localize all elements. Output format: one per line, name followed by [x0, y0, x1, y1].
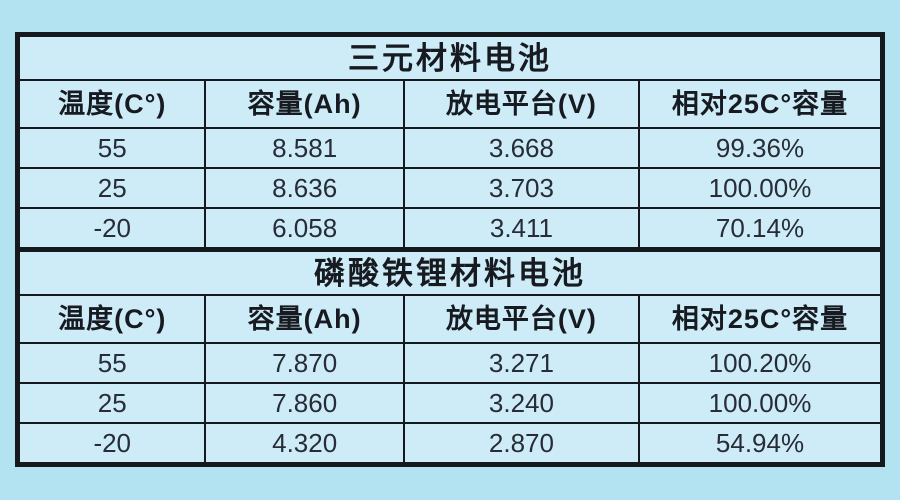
column-header-relative-capacity-2: 相对25C°容量	[640, 296, 880, 342]
column-header-discharge-platform-1: 放电平台(V)	[404, 81, 639, 127]
column-header-temperature-2: 温度(C°)	[20, 296, 205, 342]
table-cell-lfp-minus20-capacity: 4.320	[206, 424, 403, 462]
table-cell-lfp-55-temp: 55	[20, 344, 205, 382]
table-cell-ternary-55-relative: 99.36%	[640, 129, 880, 167]
table-cell-lfp-minus20-platform: 2.870	[404, 424, 639, 462]
table-grid: 三元材料电池 温度(C°) 容量(Ah) 放电平台(V) 相对25C°容量 55…	[20, 37, 880, 462]
table-cell-lfp-55-platform: 3.271	[404, 344, 639, 382]
column-header-temperature-1: 温度(C°)	[20, 81, 205, 127]
column-header-capacity-1: 容量(Ah)	[206, 81, 403, 127]
table-cell-lfp-25-platform: 3.240	[404, 384, 639, 422]
table-title-lfp: 磷酸铁锂材料电池	[20, 249, 880, 294]
table-title-ternary: 三元材料电池	[20, 37, 880, 79]
column-header-capacity-2: 容量(Ah)	[206, 296, 403, 342]
table-cell-ternary-minus20-temp: -20	[20, 209, 205, 247]
table-cell-ternary-minus20-relative: 70.14%	[640, 209, 880, 247]
table-cell-lfp-25-relative: 100.00%	[640, 384, 880, 422]
table-cell-ternary-25-platform: 3.703	[404, 169, 639, 207]
column-header-discharge-platform-2: 放电平台(V)	[404, 296, 639, 342]
table-cell-ternary-55-temp: 55	[20, 129, 205, 167]
table-cell-lfp-minus20-temp: -20	[20, 424, 205, 462]
battery-comparison-table: 三元材料电池 温度(C°) 容量(Ah) 放电平台(V) 相对25C°容量 55…	[15, 32, 885, 467]
table-cell-lfp-25-temp: 25	[20, 384, 205, 422]
table-cell-ternary-minus20-capacity: 6.058	[206, 209, 403, 247]
table-cell-ternary-minus20-platform: 3.411	[404, 209, 639, 247]
table-cell-lfp-55-capacity: 7.870	[206, 344, 403, 382]
table-cell-lfp-55-relative: 100.20%	[640, 344, 880, 382]
column-header-relative-capacity-1: 相对25C°容量	[640, 81, 880, 127]
table-cell-ternary-25-capacity: 8.636	[206, 169, 403, 207]
table-cell-lfp-minus20-relative: 54.94%	[640, 424, 880, 462]
table-cell-lfp-25-capacity: 7.860	[206, 384, 403, 422]
table-cell-ternary-25-temp: 25	[20, 169, 205, 207]
table-cell-ternary-55-capacity: 8.581	[206, 129, 403, 167]
table-cell-ternary-25-relative: 100.00%	[640, 169, 880, 207]
table-cell-ternary-55-platform: 3.668	[404, 129, 639, 167]
